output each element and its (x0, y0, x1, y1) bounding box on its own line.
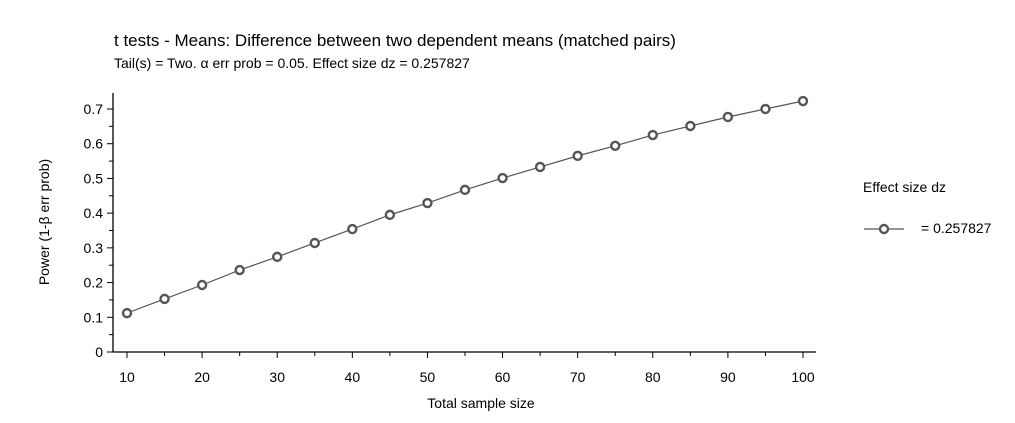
legend-marker (878, 223, 890, 235)
x-tick-label: 80 (645, 369, 661, 385)
data-point (196, 279, 208, 291)
x-tick-label: 30 (269, 369, 285, 385)
x-tick-label: 40 (345, 369, 361, 385)
data-point (722, 111, 734, 123)
data-point (534, 161, 546, 173)
data-point (610, 140, 621, 151)
data-point (309, 237, 320, 249)
data-point (572, 150, 583, 162)
data-point (797, 95, 809, 107)
series-group (121, 95, 809, 319)
data-point (121, 307, 133, 319)
x-tick-label: 50 (420, 369, 436, 385)
data-point (685, 120, 696, 132)
y-tick-label: 0.1 (84, 309, 104, 325)
y-tick-label: 0.3 (84, 240, 104, 256)
data-point (159, 293, 170, 305)
y-tick-label: 0.4 (84, 205, 104, 221)
data-point (272, 251, 283, 263)
x-tick-label: 20 (194, 369, 210, 385)
y-tick-label: 0.6 (84, 136, 104, 152)
legend-label: = 0.257827 (921, 220, 992, 236)
x-tick-label: 90 (720, 369, 736, 385)
legend-entry: = 0.257827 (864, 220, 992, 236)
y-tick-label: 0.5 (84, 170, 104, 186)
chart-title: t tests - Means: Difference between two … (114, 31, 676, 50)
data-point (384, 209, 396, 221)
chart-subtitle: Tail(s) = Two. α err prob = 0.05. Effect… (114, 55, 470, 71)
data-point (497, 172, 508, 184)
x-tick-label: 100 (791, 369, 815, 385)
y-axis-label: Power (1-β err prob) (36, 159, 52, 285)
axes: 0 0.1 0.2 0.3 0.4 0.5 0.6 0.7 10 20 30 40 50 60 70 80 90… (84, 93, 816, 385)
y-tick-label: 0 (95, 344, 103, 360)
series-line (126, 100, 804, 314)
data-point (422, 197, 433, 209)
x-tick-label: 10 (119, 369, 135, 385)
y-tick-label: 0.2 (84, 275, 104, 291)
data-point (760, 103, 771, 115)
data-point (234, 264, 245, 276)
legend-title: Effect size dz (863, 179, 946, 195)
x-tick-label: 60 (495, 369, 511, 385)
data-point (647, 129, 658, 141)
x-axis-label: Total sample size (427, 395, 535, 411)
y-tick-label: 0.7 (84, 101, 104, 117)
x-tick-label: 70 (570, 369, 586, 385)
data-point (347, 223, 358, 235)
data-point (459, 184, 471, 196)
